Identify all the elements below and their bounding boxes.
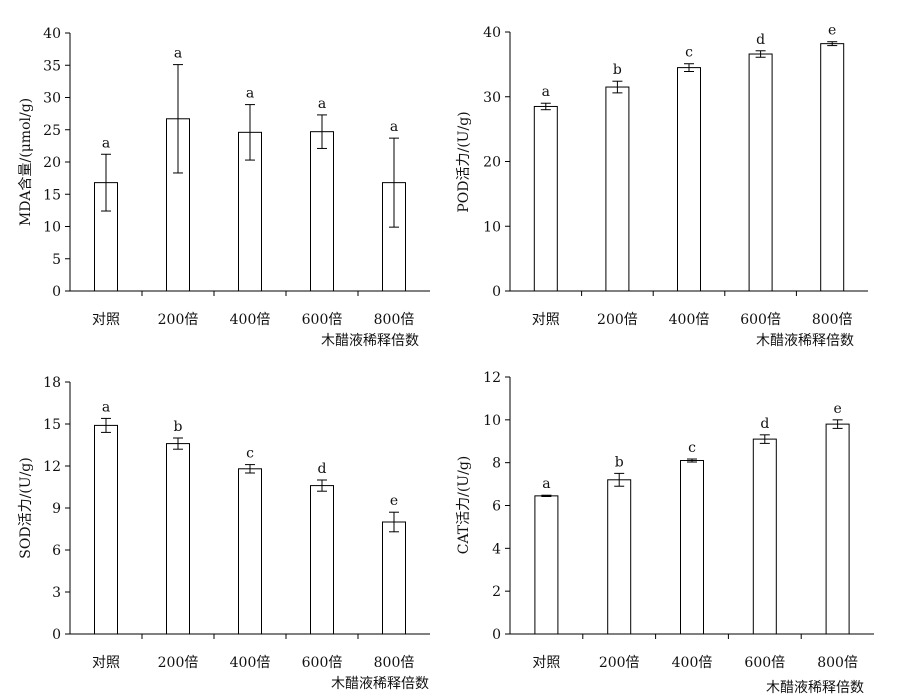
y-tick-label: 15: [43, 187, 61, 203]
y-axis-title: CAT活力/(U/g): [456, 456, 472, 555]
y-tick-label: 10: [483, 413, 501, 429]
y-tick-label: 25: [43, 123, 61, 139]
significance-letter: a: [390, 119, 398, 135]
y-tick-label: 8: [492, 456, 501, 472]
y-axis-title: SOD活力/(U/g): [18, 457, 34, 558]
y-tick-label: 30: [483, 90, 501, 106]
x-tick-label: 800倍: [812, 312, 853, 328]
x-tick-label: 800倍: [374, 655, 415, 671]
y-tick-label: 12: [483, 370, 501, 386]
chart-panel-1: 0 5 10 15 20 25 30 35 40 MDA含量/(μmol/g) a 对照 a 200倍 a 4…: [18, 26, 430, 349]
x-tick-label: 400倍: [230, 312, 271, 328]
x-tick-label: 600倍: [744, 655, 785, 671]
significance-letter: a: [542, 84, 550, 100]
y-tick-label: 0: [52, 627, 61, 643]
significance-letter: a: [102, 399, 110, 415]
x-axis-title: 木醋液稀释倍数: [756, 333, 854, 349]
x-tick-label: 200倍: [599, 655, 640, 671]
bar-4: [310, 131, 334, 292]
x-tick-label: 600倍: [740, 312, 781, 328]
x-tick-label: 400倍: [230, 655, 271, 671]
y-tick-label: 40: [43, 26, 61, 42]
significance-letter: a: [318, 96, 326, 112]
bar-1: [94, 424, 118, 635]
x-tick-label: 600倍: [302, 655, 343, 671]
bar-2: [607, 479, 632, 635]
y-tick-label: 20: [43, 155, 61, 171]
y-tick-label: 2: [492, 584, 501, 600]
bar-1: [533, 105, 558, 292]
y-tick-label: 9: [52, 501, 61, 517]
y-tick-label: 40: [483, 25, 501, 41]
significance-letter: a: [102, 135, 110, 151]
bar-3: [677, 67, 701, 292]
chart-panel-3: 0 3 6 9 12 15 18 SOD活力/(U/g) a 对照 b 200倍 c 400倍 d 600倍 e…: [18, 375, 430, 692]
y-tick-label: 18: [43, 375, 61, 391]
y-tick-label: 4: [492, 541, 501, 557]
bar-5: [820, 43, 845, 292]
x-axis-title: 木醋液稀释倍数: [331, 676, 429, 692]
bar-2: [166, 443, 190, 635]
significance-letter: d: [760, 416, 769, 432]
bar-1: [534, 495, 559, 635]
bar-3: [680, 460, 704, 635]
y-axis-title: POD活力/(U/g): [456, 111, 472, 212]
y-tick-label: 30: [43, 91, 61, 107]
x-tick-label: 对照: [532, 312, 560, 328]
significance-letter: c: [688, 440, 696, 456]
bar-5: [382, 521, 406, 635]
significance-letter: d: [318, 461, 327, 477]
significance-letter: a: [542, 476, 550, 492]
significance-letter: b: [174, 419, 183, 435]
significance-letter: e: [828, 23, 836, 39]
significance-letter: c: [685, 45, 693, 61]
y-tick-label: 10: [43, 220, 61, 236]
significance-letter: e: [833, 401, 841, 417]
y-axis-title: MDA含量/(μmol/g): [18, 98, 34, 226]
y-tick-label: 20: [483, 155, 501, 171]
y-tick-label: 10: [483, 219, 501, 235]
significance-letter: c: [246, 446, 254, 462]
x-axis-title: 木醋液稀释倍数: [766, 680, 864, 696]
significance-letter: a: [246, 86, 254, 102]
x-tick-label: 对照: [532, 655, 560, 671]
x-tick-label: 对照: [92, 312, 120, 328]
bar-3: [238, 468, 262, 635]
bar-4: [310, 485, 334, 635]
y-tick-label: 0: [492, 627, 501, 643]
y-tick-label: 5: [52, 252, 61, 268]
significance-letter: d: [756, 32, 765, 48]
y-tick-label: 6: [52, 543, 61, 559]
significance-letter: b: [613, 62, 622, 78]
x-axis-title: 木醋液稀释倍数: [321, 333, 419, 349]
bar-5: [825, 423, 850, 635]
x-tick-label: 400倍: [672, 655, 713, 671]
y-tick-label: 6: [492, 499, 501, 515]
y-tick-label: 15: [43, 417, 61, 433]
y-tick-label: 12: [43, 459, 61, 475]
y-tick-label: 0: [492, 284, 501, 300]
bar-2: [605, 86, 630, 292]
bar-4: [748, 53, 773, 292]
x-tick-label: 600倍: [302, 312, 343, 328]
chart-panel-2: 0 10 20 30 40 POD活力/(U/g) a 对照 b 200倍 c 400倍 d 600倍 e 8…: [456, 23, 868, 349]
x-tick-label: 200倍: [158, 655, 199, 671]
chart-panel-4: 0 2 4 6 8 10 12 CAT活力/(U/g) a 对照 b 200倍 c 400倍 d 600倍 e 8…: [456, 370, 874, 696]
significance-letter: b: [615, 454, 624, 470]
y-tick-label: 0: [52, 284, 61, 300]
significance-letter: e: [390, 493, 398, 509]
x-tick-label: 200倍: [158, 312, 199, 328]
x-tick-label: 200倍: [597, 312, 638, 328]
bar-4: [752, 438, 777, 635]
x-tick-label: 800倍: [817, 655, 858, 671]
y-tick-label: 3: [52, 585, 61, 601]
x-tick-label: 对照: [92, 655, 120, 671]
x-tick-label: 800倍: [374, 312, 415, 328]
significance-letter: a: [174, 46, 182, 62]
x-tick-label: 400倍: [669, 312, 710, 328]
y-tick-label: 35: [43, 58, 61, 74]
